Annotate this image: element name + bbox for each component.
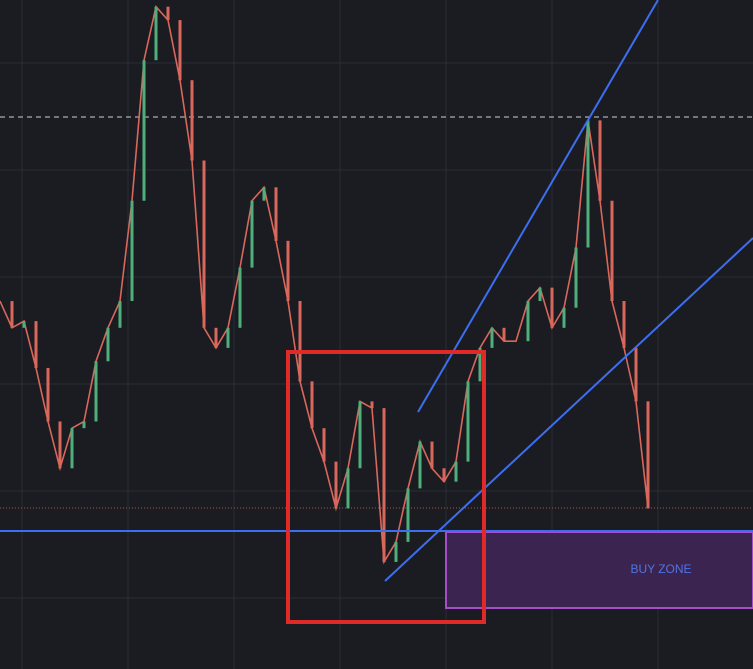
buy-zone-label: BUY ZONE bbox=[630, 562, 691, 576]
buy-zone bbox=[445, 531, 753, 609]
price-line bbox=[0, 5, 649, 565]
price-marks bbox=[0, 5, 650, 565]
highlight-box bbox=[286, 350, 486, 624]
trend-line-lower bbox=[384, 237, 753, 582]
trend-line-upper bbox=[417, 0, 659, 413]
